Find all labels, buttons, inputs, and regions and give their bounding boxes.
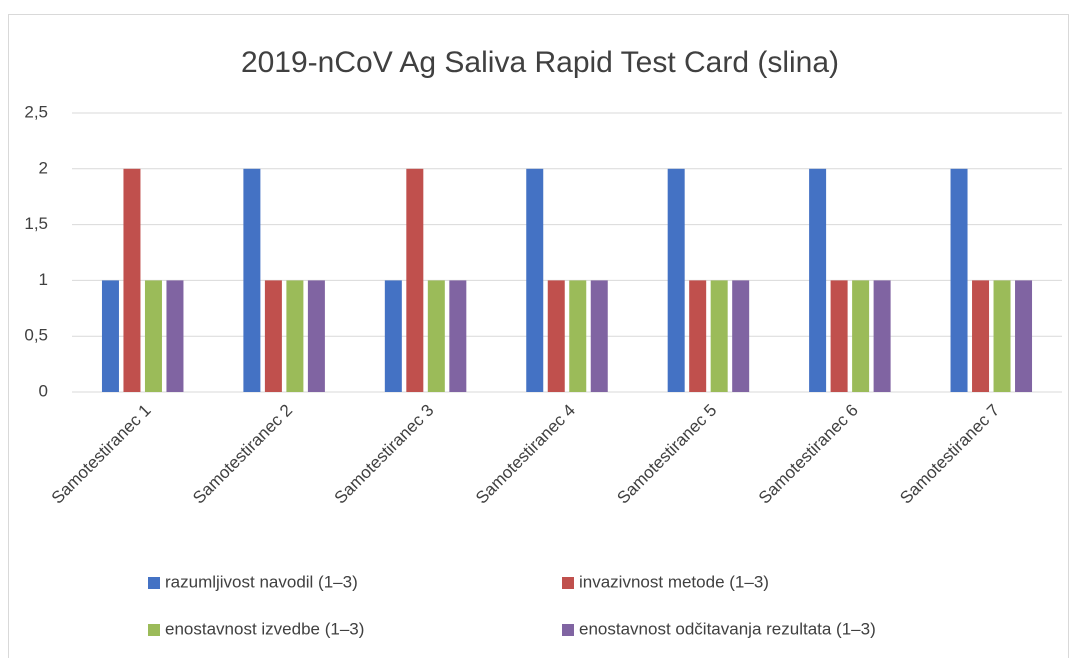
bar [993, 280, 1011, 392]
bar [384, 280, 402, 392]
bar [166, 280, 184, 392]
y-tick-label: 2,5 [24, 102, 48, 121]
legend-swatch [562, 577, 574, 589]
bar [667, 168, 685, 392]
bar [101, 280, 119, 392]
bar [264, 280, 282, 392]
y-tick-label: 2 [39, 158, 48, 177]
bar [710, 280, 728, 392]
bar [1015, 280, 1033, 392]
bar [873, 280, 891, 392]
y-tick-label: 1,5 [24, 214, 48, 233]
bar [852, 280, 870, 392]
legend-swatch [148, 624, 160, 636]
legend-label: invazivnost metode (1–3) [579, 572, 769, 591]
chart-title: 2019-nCoV Ag Saliva Rapid Test Card (sli… [241, 46, 839, 79]
bar [286, 280, 304, 392]
legend-swatch [148, 577, 160, 589]
legend-label: enostavnost odčitavanja rezultata (1–3) [579, 619, 876, 638]
bar [144, 280, 162, 392]
bar [809, 168, 827, 392]
bar [307, 280, 325, 392]
bar [830, 280, 848, 392]
bar [526, 168, 544, 392]
bar [547, 280, 565, 392]
bar [123, 168, 141, 392]
y-tick-label: 1 [39, 270, 48, 289]
y-tick-label: 0,5 [24, 326, 48, 345]
bar [950, 168, 968, 392]
bar [732, 280, 750, 392]
bar [427, 280, 445, 392]
legend-label: enostavnost izvedbe (1–3) [165, 619, 364, 638]
legend-label: razumljivost navodil (1–3) [165, 572, 358, 591]
legend-swatch [562, 624, 574, 636]
bar [569, 280, 587, 392]
y-tick-label: 0 [39, 381, 48, 400]
bar [243, 168, 261, 392]
bar [972, 280, 990, 392]
bar [406, 168, 424, 392]
bar [689, 280, 707, 392]
bar [590, 280, 608, 392]
bar [449, 280, 467, 392]
